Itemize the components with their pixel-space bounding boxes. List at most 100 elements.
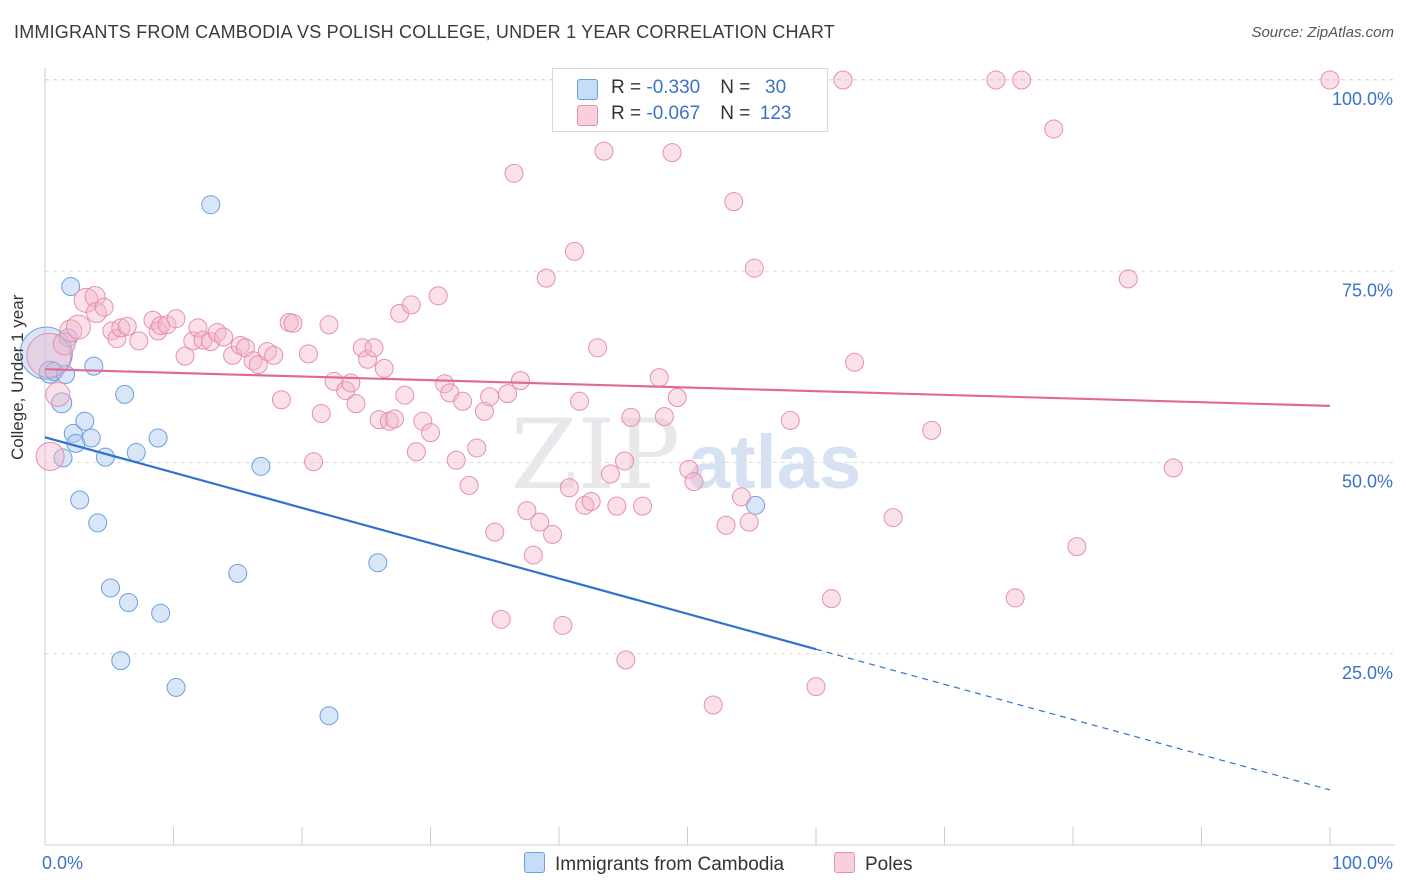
- data-point-cambodia: [126, 443, 146, 463]
- data-point-cambodia: [70, 490, 90, 510]
- data-point-cambodia: [51, 392, 73, 414]
- data-point-poles: [352, 338, 372, 358]
- data-point-poles: [600, 464, 620, 484]
- data-point-poles: [364, 338, 384, 358]
- data-point-poles: [570, 391, 590, 411]
- data-point-poles: [845, 352, 865, 372]
- data-point-poles: [129, 331, 149, 351]
- bottom-legend-poles: Poles: [834, 852, 913, 876]
- data-point-poles: [467, 438, 487, 458]
- data-point-poles: [283, 313, 303, 333]
- data-point-poles: [1012, 70, 1032, 90]
- data-point-poles: [615, 451, 635, 471]
- y-axis-label: College, Under 1 year: [8, 294, 27, 460]
- data-point-cambodia: [53, 448, 73, 468]
- legend-n-value-poles: 123: [759, 103, 792, 124]
- data-point-poles: [679, 459, 699, 479]
- data-point-poles: [883, 508, 903, 528]
- data-point-poles: [510, 371, 530, 391]
- data-point-poles: [369, 410, 389, 430]
- trend-line-poles: [44, 368, 1331, 407]
- legend-swatch-cambodia: [577, 79, 598, 100]
- y-tick-label: 100.0%: [1332, 89, 1393, 109]
- bottom-legend-swatch-poles: [834, 852, 855, 873]
- data-point-cambodia: [368, 553, 388, 573]
- data-point-cambodia: [84, 356, 104, 376]
- data-point-poles: [52, 332, 76, 356]
- data-point-cambodia: [75, 411, 95, 431]
- trend-line-cambodia: [44, 436, 817, 651]
- data-point-poles: [401, 295, 421, 315]
- data-point-poles: [459, 475, 479, 495]
- data-point-poles: [379, 411, 399, 431]
- stats-legend: R = -0.330 N = 30 R = -0.067 N = 123: [552, 68, 828, 132]
- data-point-poles: [248, 355, 268, 375]
- data-point-poles: [26, 332, 72, 378]
- data-point-poles: [1044, 119, 1064, 139]
- data-point-poles: [201, 332, 221, 352]
- data-point-poles: [498, 384, 518, 404]
- data-point-poles: [406, 442, 426, 462]
- data-point-cambodia: [251, 456, 271, 476]
- axes-layer: [44, 68, 1395, 846]
- data-point-poles: [413, 411, 433, 431]
- data-point-cambodia: [88, 513, 108, 533]
- legend-n-value-cambodia: 30: [765, 77, 787, 98]
- data-point-poles: [428, 286, 448, 306]
- data-point-poles: [716, 515, 736, 535]
- data-point-cambodia: [61, 277, 81, 297]
- data-point-poles: [662, 143, 682, 163]
- legend-swatch-poles: [577, 105, 598, 126]
- data-point-poles: [446, 450, 466, 470]
- data-point-poles: [385, 409, 405, 429]
- x-tick-label-end: 100.0%: [1332, 853, 1393, 873]
- data-point-poles: [724, 192, 744, 212]
- data-point-poles: [621, 407, 641, 427]
- data-point-cambodia: [166, 677, 186, 697]
- data-point-cambodia: [228, 563, 248, 583]
- data-point-poles: [474, 401, 494, 421]
- data-point-cambodia: [148, 428, 168, 448]
- data-point-poles: [1118, 269, 1138, 289]
- data-point-cambodia: [44, 361, 64, 381]
- data-point-cambodia: [746, 495, 766, 515]
- data-point-poles: [504, 163, 524, 183]
- data-point-poles: [485, 522, 505, 542]
- data-point-poles: [780, 410, 800, 430]
- data-point-poles: [453, 391, 473, 411]
- data-point-poles: [559, 478, 579, 498]
- data-point-poles: [530, 512, 550, 532]
- data-point-poles: [214, 327, 234, 347]
- data-point-poles: [564, 241, 584, 261]
- legend-r-value-poles: -0.067: [646, 103, 701, 124]
- data-point-poles: [821, 589, 841, 609]
- data-point-poles: [922, 420, 942, 440]
- x-tick-label-start: 0.0%: [42, 853, 83, 873]
- data-point-poles: [35, 441, 65, 471]
- trend-layer: [44, 368, 1331, 791]
- data-point-poles: [94, 297, 114, 317]
- data-point-poles: [1320, 70, 1340, 90]
- data-point-cambodia: [95, 447, 115, 467]
- data-point-poles: [491, 609, 511, 629]
- data-point-poles: [553, 615, 573, 635]
- data-point-poles: [986, 70, 1006, 90]
- data-point-poles: [523, 545, 543, 565]
- data-point-poles: [731, 487, 751, 507]
- data-point-poles: [649, 368, 669, 388]
- data-point-poles: [111, 318, 131, 338]
- data-point-poles: [298, 344, 318, 364]
- data-point-poles: [421, 423, 440, 443]
- bottom-legend-cambodia: Immigrants from Cambodia: [524, 852, 784, 876]
- data-point-cambodia: [115, 384, 135, 404]
- data-point-poles: [480, 387, 500, 407]
- data-point-cambodia: [111, 651, 131, 671]
- data-point-cambodia: [319, 706, 339, 726]
- data-point-poles: [117, 316, 137, 336]
- data-point-poles: [374, 358, 394, 378]
- tick-labels: 25.0% 50.0% 75.0% 100.0% 0.0% 100.0%: [42, 89, 1393, 873]
- data-point-poles: [806, 677, 826, 697]
- data-point-poles: [395, 385, 415, 405]
- data-point-poles: [633, 496, 653, 516]
